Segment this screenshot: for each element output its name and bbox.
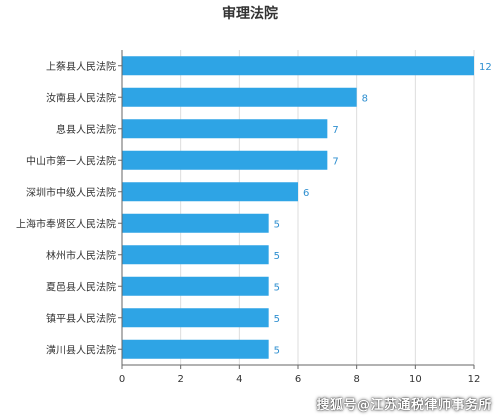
category-label: 息县人民法院 xyxy=(56,123,116,136)
bar-value-label: 5 xyxy=(274,251,280,262)
bar-value-label: 8 xyxy=(362,93,368,104)
bar xyxy=(122,182,298,202)
x-tick-label: 2 xyxy=(177,374,183,385)
bar xyxy=(122,339,269,359)
category-label: 中山市第一人民法院 xyxy=(26,154,116,167)
bar xyxy=(122,87,357,107)
category-label: 夏邑县人民法院 xyxy=(46,280,116,293)
category-label: 镇平县人民法院 xyxy=(46,312,116,325)
bar-value-label: 12 xyxy=(479,62,492,73)
bar xyxy=(122,245,269,265)
bar-value-label: 5 xyxy=(274,282,280,293)
x-tick-label: 8 xyxy=(353,374,359,385)
x-tick-label: 6 xyxy=(295,374,301,385)
category-label: 潢川县人民法院 xyxy=(46,343,116,356)
x-tick-label: 4 xyxy=(236,374,242,385)
x-tick-label: 0 xyxy=(119,374,125,385)
bar-value-label: 5 xyxy=(274,345,280,356)
category-label: 汝南县人民法院 xyxy=(46,91,116,104)
category-label: 深圳市中级人民法院 xyxy=(26,186,116,199)
category-label: 林州市人民法院 xyxy=(46,249,116,262)
bar xyxy=(122,308,269,328)
bar-value-label: 7 xyxy=(332,156,338,167)
bar xyxy=(122,213,269,233)
bar xyxy=(122,276,269,296)
x-tick-label: 12 xyxy=(468,374,481,385)
bar xyxy=(122,119,328,139)
bar xyxy=(122,56,474,76)
bar xyxy=(122,150,328,170)
category-label: 上蔡县人民法院 xyxy=(46,60,116,73)
watermark-text: 搜狐号@江苏通税律师事务所 xyxy=(316,398,492,413)
bar-value-label: 7 xyxy=(332,125,338,136)
bar-value-label: 5 xyxy=(274,314,280,325)
bar-value-label: 5 xyxy=(274,219,280,230)
chart-title: 审理法院 xyxy=(222,6,278,22)
x-tick-label: 10 xyxy=(409,374,422,385)
category-label: 上海市奉贤区人民法院 xyxy=(16,217,116,230)
bar-value-label: 6 xyxy=(303,188,309,199)
